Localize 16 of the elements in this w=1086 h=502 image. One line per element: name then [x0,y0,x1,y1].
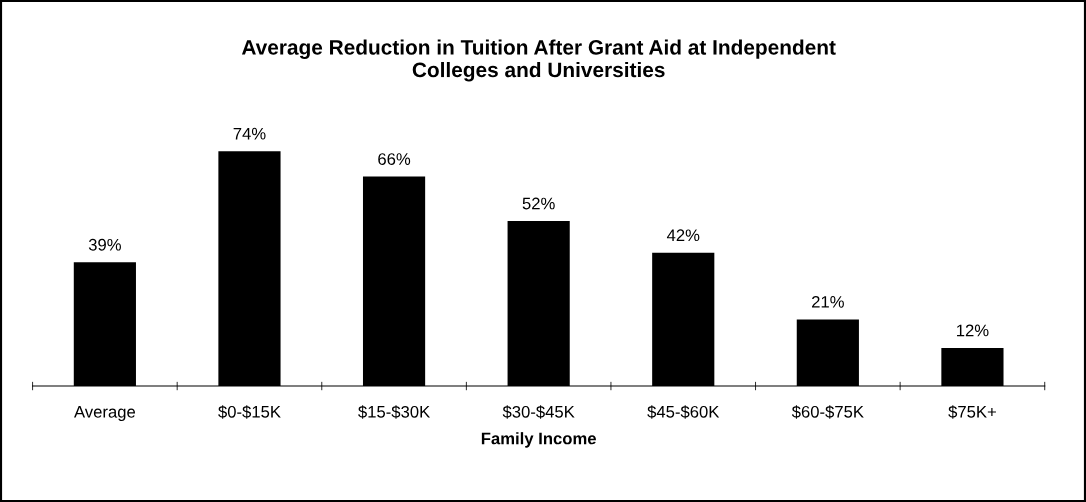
data-label: 12% [957,324,989,337]
data-label: 74% [233,127,266,140]
x-tick-label: $60-$75K [791,405,864,419]
data-label: 21% [812,295,844,308]
data-label: 52% [522,197,555,210]
x-tick-label: $30-$45K [502,405,575,419]
data-label: 42% [666,229,700,242]
x-tick-label: $0-$15K [218,405,281,419]
x-tick-label: Average [74,406,136,422]
x-axis-title: Family Income [481,432,596,448]
x-tick-label: $15-$30K [358,405,431,419]
data-label: 39% [88,238,121,251]
chart-title: Average Reduction in Tuition After Grant Aid at Independent Colleges and Universities [241,39,836,82]
x-tick-label: $45-$60K [647,405,720,419]
data-label: 66% [378,153,411,165]
x-tick-label: $75K+ [948,405,996,419]
